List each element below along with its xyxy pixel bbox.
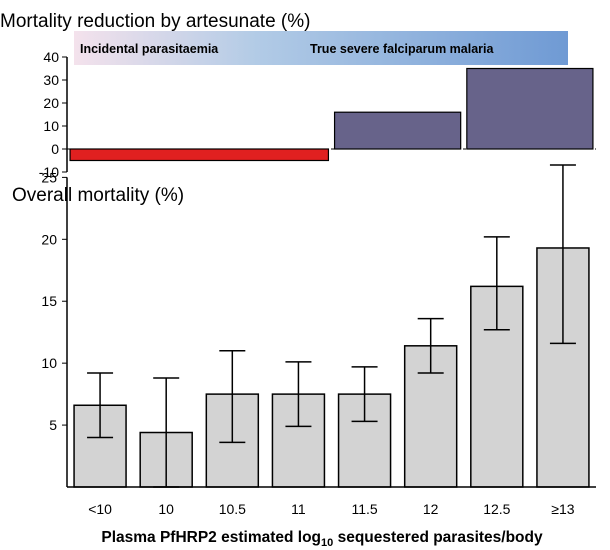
top-y-tick-label: -10 (39, 164, 59, 180)
band-incidental (74, 31, 257, 65)
band-label-true-severe: True severe falciparum malaria (310, 42, 494, 56)
x-tick-label-0: <10 (88, 501, 112, 517)
bottom-y-tick-label: 15 (41, 293, 57, 309)
top-y-tick-label: 40 (43, 49, 59, 65)
top-bar-2 (466, 67, 594, 150)
x-tick-label-4: 11.5 (351, 501, 377, 517)
bottom-y-axis-ticks: 25 20 15 10 5 (41, 169, 67, 433)
top-y-tick-label: 30 (43, 72, 59, 88)
top-chart-title: Mortality reduction by artesunate (%) (0, 11, 310, 32)
band-label-incidental: Incidental parasitaemia (80, 42, 219, 56)
bottom-y-tick-label: 20 (41, 231, 57, 247)
bottom-x-tick-labels: <10 10 10.5 11 11.5 12 12.5 ≥13 (88, 501, 575, 517)
bottom-bars (73, 247, 590, 488)
top-bar-0 (69, 148, 330, 162)
x-tick-label-7: ≥13 (551, 501, 574, 517)
top-y-tick-label: 20 (43, 95, 59, 111)
x-tick-label-3: 11 (291, 501, 306, 517)
x-axis-label: Plasma PfHRP2 estimated log10 sequestere… (101, 529, 543, 549)
x-tick-label-5: 12 (423, 501, 439, 517)
bottom-chart-title: Overall mortality (%) (12, 185, 184, 206)
bottom-y-tick-label: 10 (41, 355, 57, 371)
bottom-y-tick-label: 5 (49, 417, 57, 433)
top-bars (69, 67, 594, 162)
x-tick-label-6: 12.5 (483, 501, 510, 517)
x-tick-label-2: 10.5 (219, 501, 246, 517)
bottom-y-tick-label: 25 (41, 169, 57, 185)
top-y-tick-label: 10 (43, 118, 59, 134)
band-true-severe (257, 31, 568, 65)
x-tick-label-1: 10 (158, 501, 174, 517)
top-bar-1 (333, 111, 462, 150)
top-y-tick-label: 0 (51, 141, 59, 157)
top-y-axis-ticks: 40 30 20 10 0 -10 (39, 49, 67, 180)
